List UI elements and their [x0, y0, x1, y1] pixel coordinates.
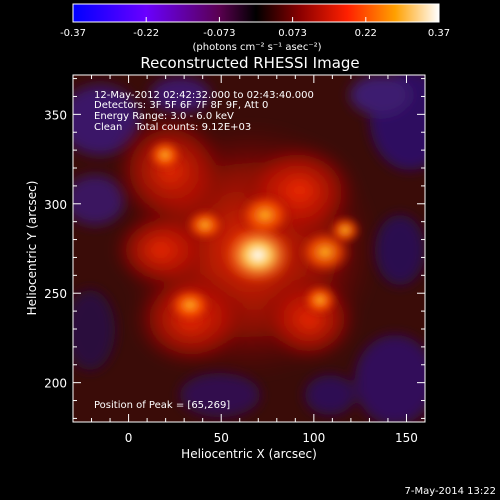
generation-timestamp: 7-May-2014 13:22 — [404, 486, 496, 497]
energy-range-text: Energy Range: 3.0 - 6.0 keV — [94, 111, 234, 122]
method-counts-text: Clean Total counts: 9.12E+03 — [94, 122, 251, 133]
colorbar: -0.37 -0.22 -0.073 0.073 0.22 0.37 (photons c… — [60, 3, 450, 53]
colorbar-gradient — [72, 3, 440, 23]
x-tick-label: 50 — [214, 431, 229, 445]
peak-position-text: Position of Peak = [65,269] — [94, 400, 230, 411]
y-tick-label: 350 — [44, 108, 67, 122]
colorbar-tick-label: 0.073 — [278, 28, 307, 39]
colorbar-tick-label: 0.37 — [428, 28, 450, 39]
y-tick-label: 200 — [44, 377, 67, 391]
x-axis-label: Heliocentric X (arcsec) — [181, 447, 317, 461]
colorbar-ticks: -0.37 -0.22 -0.073 0.073 0.22 0.37 — [60, 17, 450, 39]
colorbar-tick-label: -0.37 — [60, 28, 86, 39]
x-tick-label: 100 — [302, 431, 325, 445]
y-tick-label: 250 — [44, 287, 67, 301]
colorbar-tick-label: -0.22 — [133, 28, 159, 39]
plot-title: Reconstructed RHESSI Image — [140, 54, 359, 72]
colorbar-units-label: (photons cm⁻² s⁻¹ asec⁻²) — [192, 42, 321, 53]
rhessi-image — [73, 75, 425, 422]
colorbar-tick-label: -0.073 — [203, 28, 235, 39]
axis-ticks: 0 50 100 150 200 250 300 350 — [44, 75, 426, 445]
y-tick-label: 300 — [44, 198, 67, 212]
x-tick-label: 0 — [125, 431, 133, 445]
detectors-text: Detectors: 3F 5F 6F 7F 8F 9F, Att 0 — [94, 100, 268, 111]
plot-frame — [72, 74, 426, 423]
time-range-text: 12-May-2012 02:42:32.000 to 02:43:40.000 — [94, 90, 314, 101]
x-tick-label: 150 — [395, 431, 418, 445]
colorbar-tick-label: 0.22 — [355, 28, 377, 39]
y-axis-label: Heliocentric Y (arcsec) — [25, 181, 39, 316]
